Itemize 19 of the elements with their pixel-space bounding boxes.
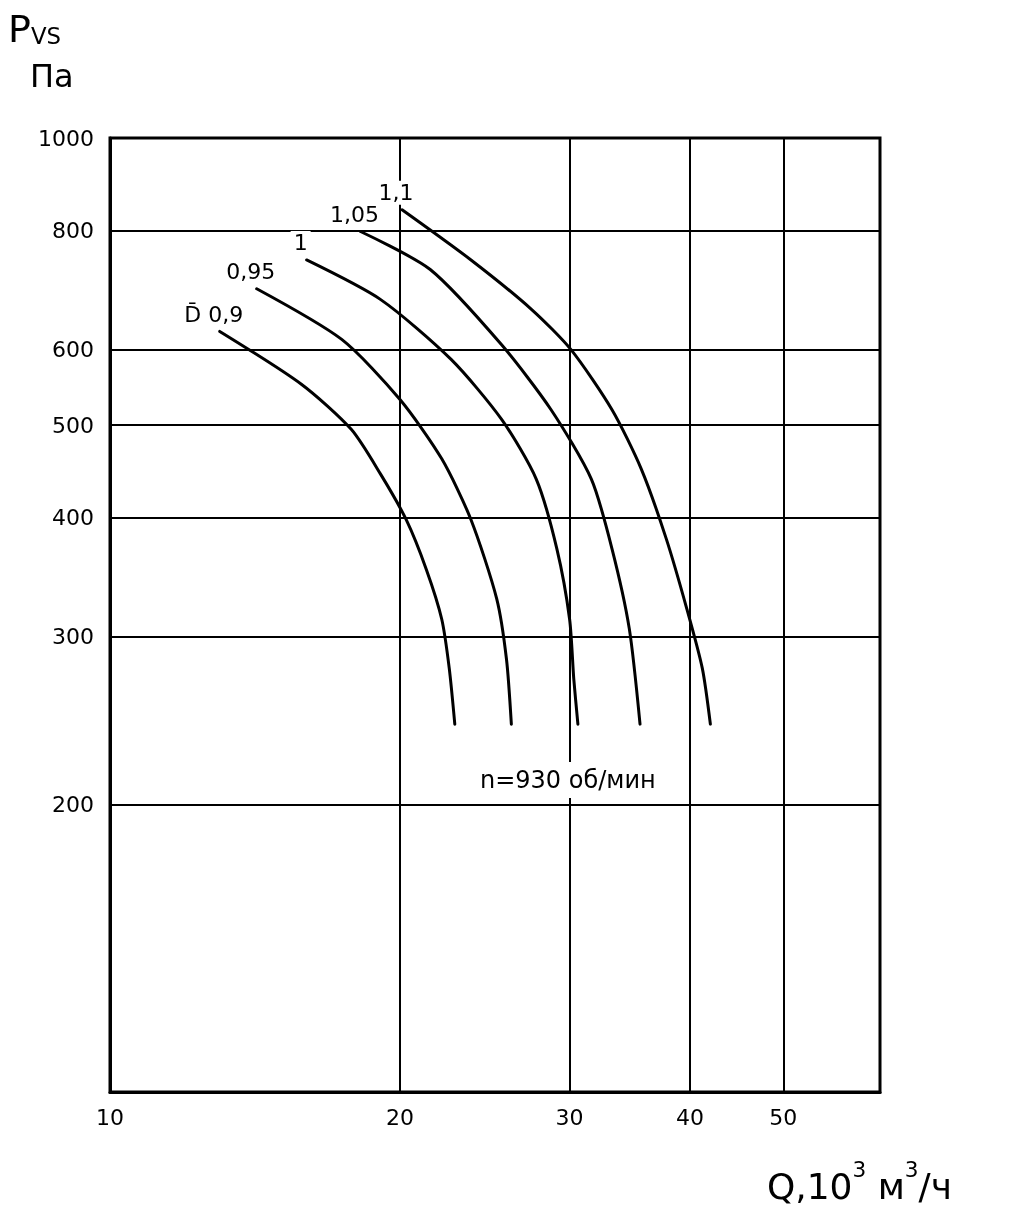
y-tick-label: 300: [52, 624, 94, 650]
series-label: 1,05: [330, 201, 380, 227]
y-axis-title: PVS Па: [8, 7, 74, 95]
y-tick-label: 800: [52, 217, 94, 243]
x-tick-label: 40: [675, 1104, 704, 1130]
series-label: 0,95: [226, 259, 276, 285]
y-tick-label: 400: [52, 505, 94, 531]
x-tick-label: 50: [769, 1104, 798, 1130]
x-tick-label: 10: [96, 1104, 124, 1130]
series-label: 1: [293, 230, 308, 256]
y-tick-label: 600: [52, 337, 94, 363]
y-tick-label: 500: [52, 412, 94, 438]
series-label: 1,1: [378, 180, 414, 206]
y-tick-label: 1000: [38, 125, 94, 151]
annotation: n=930 об/мин: [480, 766, 656, 794]
x-tick-label: 30: [555, 1104, 584, 1130]
x-tick-label: 20: [385, 1104, 414, 1130]
y-tick-label: 200: [52, 792, 94, 818]
series-label: D̄ 0,9: [184, 301, 244, 327]
